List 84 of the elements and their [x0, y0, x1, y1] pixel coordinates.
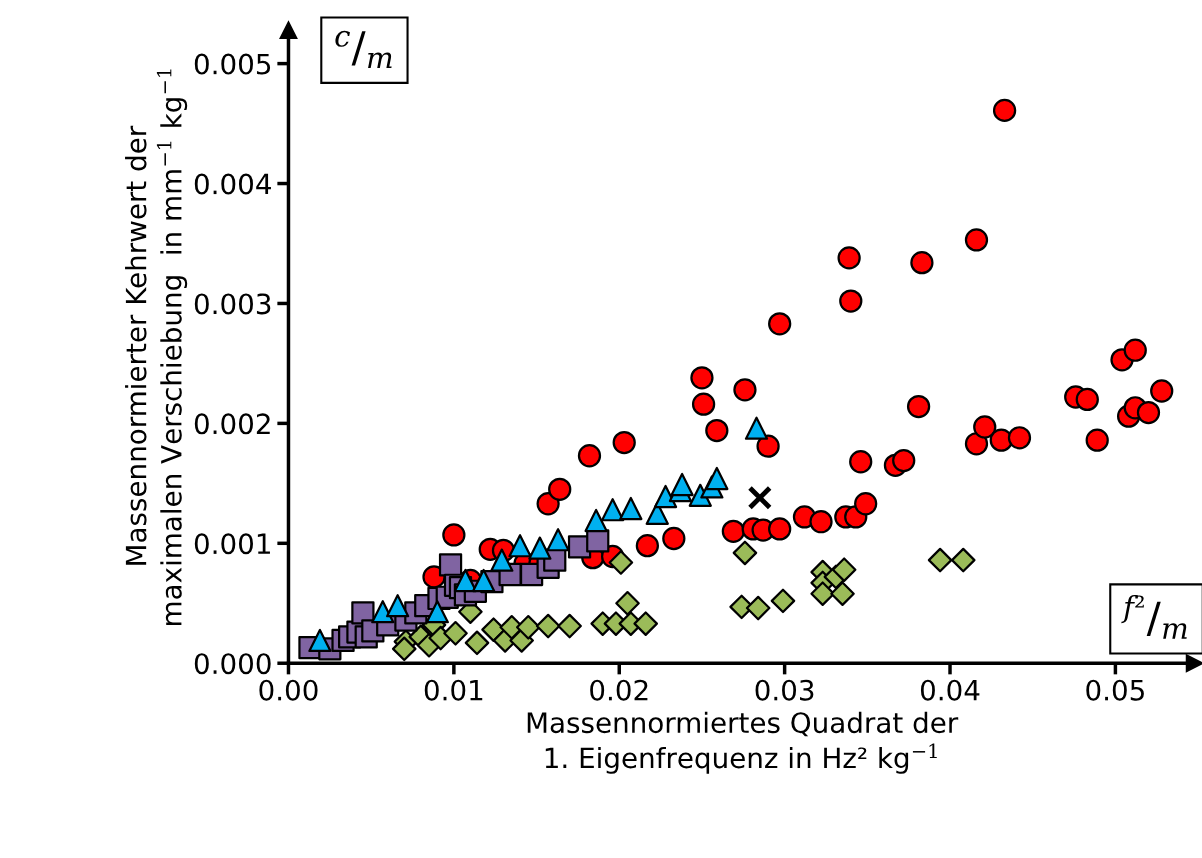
y-tick-label: 0.003 — [194, 293, 271, 315]
x-tick-label: 0.00 — [259, 679, 318, 701]
point — [690, 366, 714, 390]
y-tick-label: 0.002 — [194, 413, 270, 435]
point — [443, 620, 468, 646]
point — [371, 600, 395, 624]
point — [464, 630, 490, 656]
point — [768, 312, 792, 336]
point — [425, 600, 449, 624]
point — [721, 519, 746, 543]
point — [442, 523, 466, 547]
point — [471, 568, 496, 593]
point — [615, 590, 640, 616]
point — [385, 594, 410, 618]
point — [906, 394, 931, 419]
point — [992, 98, 1017, 123]
annotation: $^{f²}$/$_{m}$ — [1121, 594, 1187, 639]
point — [964, 432, 989, 456]
y-axis-title: Massennormierter Kehrwert der maximalen Verschiebung in mm$^{−1}$ kg$^{−1}$ — [125, 69, 188, 625]
point — [612, 430, 636, 455]
point — [744, 416, 769, 440]
point — [705, 418, 729, 443]
point — [691, 392, 716, 416]
point — [577, 444, 602, 468]
point — [831, 557, 857, 582]
point — [950, 547, 976, 573]
point — [633, 611, 659, 636]
point — [839, 289, 863, 313]
point — [809, 510, 833, 534]
x-tick-label: 0.02 — [590, 679, 648, 701]
point — [508, 534, 532, 558]
x-tick-label: 0.03 — [755, 679, 814, 701]
point — [308, 628, 332, 653]
point — [391, 636, 417, 662]
point — [837, 246, 861, 270]
y-tick-label: 0.001 — [194, 533, 270, 555]
point — [662, 526, 686, 551]
point — [1075, 387, 1099, 412]
point — [892, 448, 916, 473]
point — [584, 508, 608, 533]
point — [528, 536, 552, 560]
point — [745, 595, 771, 621]
point — [1123, 338, 1147, 362]
point — [546, 528, 570, 552]
point — [927, 547, 953, 573]
point — [586, 529, 610, 553]
point — [619, 496, 643, 521]
point — [768, 517, 792, 541]
point — [1136, 400, 1161, 425]
point — [600, 498, 625, 522]
point — [670, 472, 694, 497]
point — [635, 534, 660, 558]
x-tick-label: 0.05 — [1086, 679, 1144, 701]
point — [535, 613, 561, 639]
point — [732, 540, 758, 566]
point — [756, 434, 780, 458]
point — [849, 450, 873, 474]
point — [973, 415, 997, 439]
point — [910, 251, 934, 275]
point — [490, 548, 514, 572]
x-tick-label: 0.01 — [424, 679, 483, 701]
point — [653, 484, 678, 509]
point — [1150, 379, 1174, 403]
x-tick-label: 0.04 — [920, 679, 980, 701]
point — [438, 553, 463, 577]
point — [557, 613, 582, 639]
annotation: $^{c}$/$_{m}$ — [335, 30, 392, 69]
point — [1007, 426, 1032, 450]
x-axis-title: Massennormiertes Quadrat der 1. Eigenfrequenz in Hz² kg$^{−1}$ — [527, 711, 959, 774]
point — [515, 614, 541, 640]
point — [705, 466, 729, 491]
y-tick-label: 0.005 — [194, 53, 271, 75]
y-tick-label: 0.000 — [194, 653, 271, 675]
point — [810, 581, 835, 606]
point — [548, 477, 572, 501]
point — [608, 550, 634, 575]
point — [830, 581, 855, 606]
point — [854, 492, 878, 516]
point — [770, 588, 796, 614]
point — [747, 485, 773, 510]
point — [733, 378, 757, 402]
y-tick-label: 0.004 — [194, 173, 271, 195]
point — [964, 228, 989, 252]
point — [1085, 428, 1109, 452]
